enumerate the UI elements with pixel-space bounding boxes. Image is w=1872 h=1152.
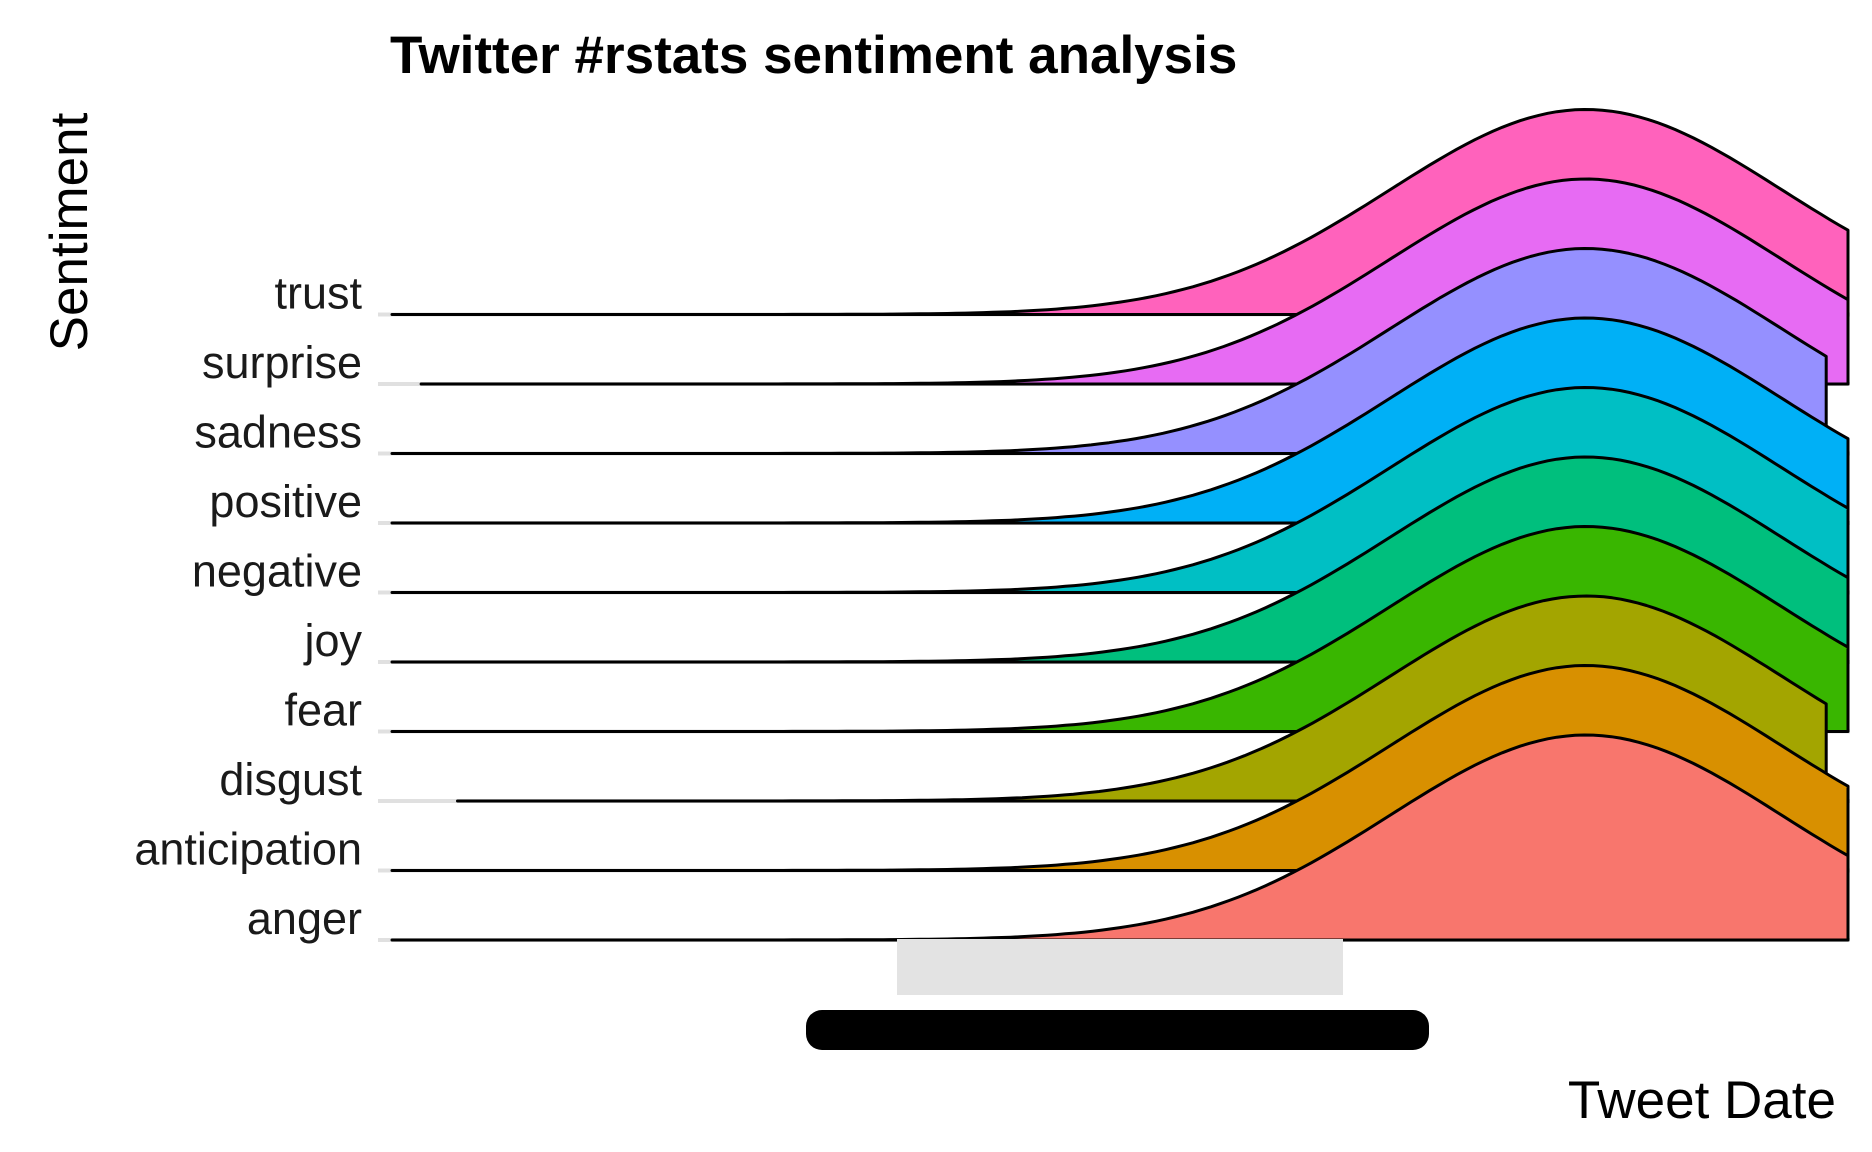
y-tick-label-negative: negative [192, 546, 362, 597]
ridges [390, 108, 1850, 942]
y-tick-label-disgust: disgust [219, 754, 362, 805]
y-tick-label-surprise: surprise [202, 337, 362, 388]
chart-title: Twitter #rstats sentiment analysis [390, 26, 1237, 85]
ridge-anger [390, 733, 1850, 942]
y-tick-label-sadness: sadness [194, 407, 362, 458]
x-axis-title: Tweet Date [1568, 1071, 1836, 1130]
y-tick-labels: anger anticipation disgust fear joy negative p… [134, 268, 362, 945]
y-tick-label-trust: trust [274, 268, 362, 319]
y-tick-label-anger: anger [247, 893, 362, 944]
y-axis-title: Sentiment [40, 112, 99, 351]
y-tick-label-fear: fear [284, 685, 362, 736]
x-tick-labels-overlap [806, 1010, 1429, 1050]
y-tick-label-anticipation: anticipation [134, 824, 362, 875]
x-axis-band [897, 939, 1343, 995]
y-tick-label-positive: positive [209, 476, 362, 527]
y-tick-label-joy: joy [302, 615, 362, 666]
